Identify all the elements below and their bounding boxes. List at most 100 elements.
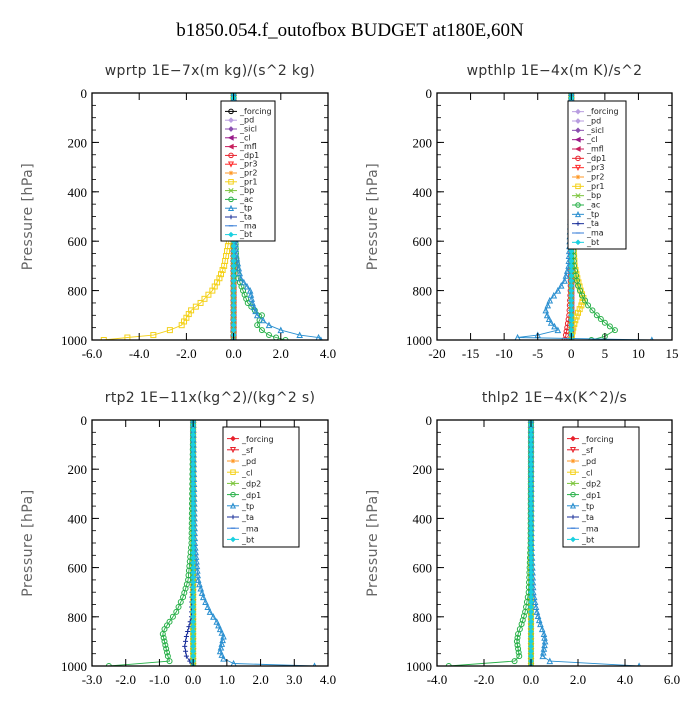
data-point xyxy=(236,269,244,277)
data-point xyxy=(177,599,184,606)
legend-entry: _bt xyxy=(225,230,252,239)
legend-box xyxy=(222,426,300,548)
y-tick-label: 200 xyxy=(68,135,88,150)
data-point xyxy=(542,306,550,314)
y-tick-label: 200 xyxy=(413,135,433,150)
legend-marker xyxy=(574,136,581,143)
legend-marker xyxy=(228,196,234,203)
x-tick-label: 2.0 xyxy=(252,672,268,687)
legend-entry: _ta xyxy=(225,213,252,222)
data-point xyxy=(445,663,452,666)
data-point xyxy=(234,259,242,267)
data-point xyxy=(197,299,204,306)
legend-marker xyxy=(230,536,236,543)
panel-2: wpthlp 1E−4x(m K)/s^2 Pressure [hPa] 0 200 4… xyxy=(365,63,679,361)
data-point xyxy=(160,634,167,641)
legend-entry: _dp1 xyxy=(572,154,606,163)
legend-label: _ta xyxy=(239,213,252,222)
legend-marker xyxy=(228,126,234,132)
legend-marker xyxy=(570,458,576,464)
x-tick-label: -10 xyxy=(495,346,512,361)
y-tick-label: 400 xyxy=(413,185,433,200)
legend-entry: _dp1 xyxy=(225,151,259,160)
data-point xyxy=(296,331,303,339)
legend-entry: _forcing xyxy=(225,107,272,116)
legend-label: _mfl xyxy=(239,142,257,151)
plot-frame xyxy=(436,92,673,341)
legend-entry: _pr3 xyxy=(225,160,257,169)
legend-entry: _forcing xyxy=(572,107,619,116)
legend-label: _bt xyxy=(586,238,599,247)
data-point xyxy=(237,274,244,282)
legend-label: _bp xyxy=(586,191,601,200)
data-point xyxy=(180,594,187,601)
figure-title: b1850.054.f_outofbox BUDGET at180E,60N xyxy=(176,20,524,41)
data-point xyxy=(220,655,227,662)
legend-label: _pr1 xyxy=(586,182,604,191)
x-tick-label: -2.0 xyxy=(115,672,136,687)
data-point xyxy=(511,658,518,665)
data-point xyxy=(216,625,224,633)
legend-entry: _cl xyxy=(567,468,593,477)
legend-label: _mfl xyxy=(586,145,604,154)
data-point xyxy=(197,584,205,592)
data-point xyxy=(514,634,521,641)
data-point xyxy=(539,652,547,660)
legend-marker xyxy=(227,143,234,150)
data-point xyxy=(515,631,522,638)
legend-label: _cl xyxy=(239,133,251,142)
legend-label: _forcing xyxy=(241,435,274,444)
data-point xyxy=(258,327,265,334)
legend-marker xyxy=(575,174,581,180)
legend-label: _pr2 xyxy=(586,173,604,182)
legend-entry: _dp2 xyxy=(227,480,261,489)
legend-marker xyxy=(575,183,581,190)
data-point xyxy=(100,337,107,340)
data-point xyxy=(249,299,256,306)
legend-label: _ac xyxy=(239,195,253,204)
legend-entry: _pr1 xyxy=(572,182,604,191)
legend-marker xyxy=(570,480,576,487)
legend-label: _pd xyxy=(581,457,596,466)
series-pr1 xyxy=(100,93,237,340)
x-tick-label: 10 xyxy=(632,346,645,361)
data-point xyxy=(277,326,285,334)
legend-entry: _ma xyxy=(227,524,259,533)
y-tick-label: 600 xyxy=(68,561,88,576)
legend-entry: _cl xyxy=(225,133,251,142)
legend-label: _forcing xyxy=(581,435,614,444)
data-point xyxy=(551,322,558,330)
legend-marker xyxy=(227,161,235,168)
legend-label: _pr3 xyxy=(239,160,257,169)
data-point xyxy=(221,262,228,269)
legend-entry: _tp xyxy=(227,502,254,511)
data-point xyxy=(282,337,289,340)
legend-marker xyxy=(575,193,581,199)
legend-entry: _ta xyxy=(567,513,594,522)
data-point xyxy=(544,301,552,309)
legend-label: _dp2 xyxy=(241,480,261,489)
x-tick-label: -4.0 xyxy=(427,672,448,687)
y-tick-label: 600 xyxy=(68,234,88,249)
y-axis-label: Pressure [hPa] xyxy=(20,489,36,596)
legend-label: _sicl xyxy=(586,126,604,135)
legend-entry: _ta xyxy=(572,219,599,228)
data-point xyxy=(183,638,189,644)
data-point xyxy=(516,653,523,660)
data-point xyxy=(124,334,131,340)
y-tick-label: 600 xyxy=(413,561,433,576)
legend-marker xyxy=(230,514,236,520)
data-point xyxy=(230,337,237,340)
data-point xyxy=(611,327,618,334)
data-point xyxy=(514,333,521,340)
legend: _forcing_pd_sicl_cl_mfl_dp1_pr3_pr2_pr1_… xyxy=(220,100,276,242)
data-point xyxy=(162,642,169,649)
legend-entry: _pr2 xyxy=(572,173,604,182)
series-group xyxy=(100,93,323,340)
legend-entry: _tp xyxy=(572,210,599,219)
legend-label: _cl xyxy=(581,468,593,477)
data-point xyxy=(161,638,168,645)
x-tick-label: -3.0 xyxy=(82,672,103,687)
data-point xyxy=(563,328,570,335)
